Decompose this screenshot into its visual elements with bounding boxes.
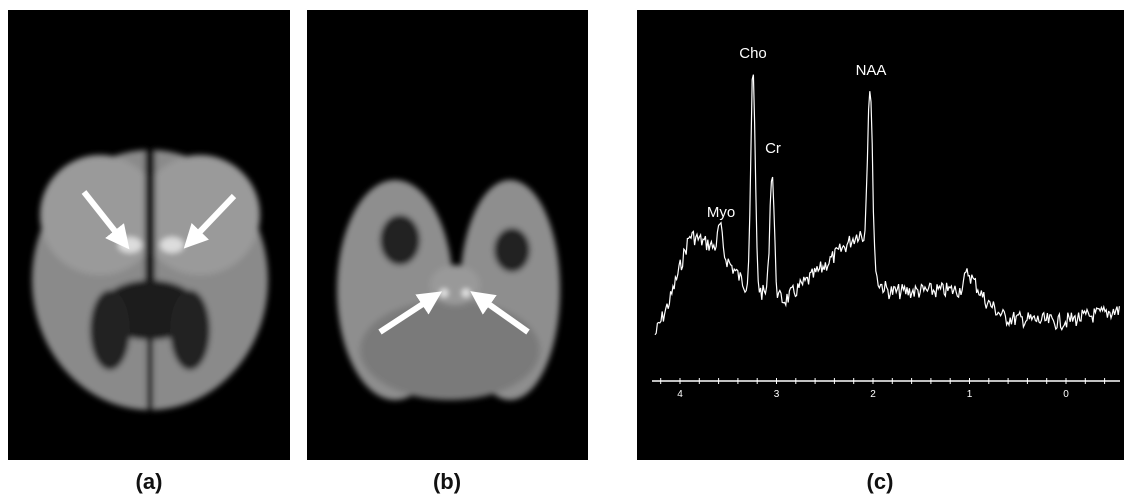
panel-a bbox=[8, 10, 290, 460]
axis-label: 4 bbox=[677, 389, 683, 400]
axis-label: 0 bbox=[1063, 389, 1069, 400]
peak-label: Myo bbox=[707, 204, 735, 221]
axis-label: 3 bbox=[774, 389, 780, 400]
axis-label: 1 bbox=[967, 389, 973, 400]
caption: (c) bbox=[867, 469, 894, 494]
peak-label: Cr bbox=[765, 140, 781, 157]
panel-c: 4 3 2 1 0 Myo Cho Cr NAA bbox=[637, 10, 1124, 460]
peak-label: Cho bbox=[739, 45, 767, 62]
caption: (a) bbox=[136, 469, 163, 494]
spectrum-line bbox=[654, 74, 1120, 336]
caption: (b) bbox=[433, 469, 461, 494]
peak-label: NAA bbox=[856, 62, 887, 79]
axis-label: 2 bbox=[870, 389, 876, 400]
panel-b bbox=[307, 10, 588, 460]
